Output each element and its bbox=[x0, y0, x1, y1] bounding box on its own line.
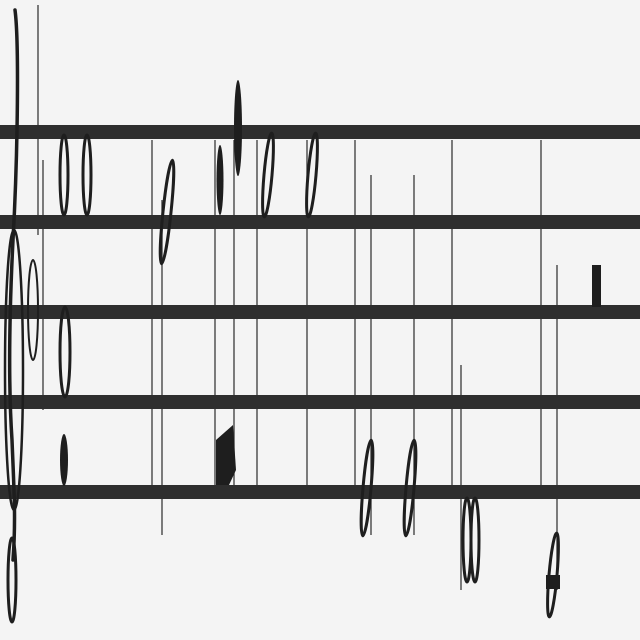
half-note bbox=[158, 158, 176, 266]
notes bbox=[58, 131, 560, 619]
half-note bbox=[359, 438, 375, 538]
clef-upper-stroke bbox=[8, 8, 20, 562]
clef-tail bbox=[6, 536, 18, 624]
quarter-note-slanted bbox=[216, 425, 236, 485]
staff-line-3 bbox=[0, 305, 640, 319]
quarter-note bbox=[216, 145, 224, 215]
quarter-note bbox=[60, 434, 68, 486]
rest-icon bbox=[592, 265, 601, 307]
clef-inner-loop bbox=[27, 259, 39, 361]
staff-line-4 bbox=[0, 395, 640, 409]
half-note bbox=[402, 438, 418, 538]
half-note bbox=[261, 131, 275, 219]
half-note bbox=[58, 133, 70, 217]
clef-loop bbox=[3, 228, 25, 512]
half-note bbox=[81, 133, 93, 217]
small-notehead bbox=[546, 575, 560, 589]
half-note bbox=[58, 305, 72, 399]
staff-line-1 bbox=[0, 125, 640, 139]
staff-line-5 bbox=[0, 485, 640, 499]
filled-notes bbox=[60, 80, 560, 589]
staff-line-2 bbox=[0, 215, 640, 229]
staff bbox=[0, 125, 640, 499]
half-note bbox=[305, 131, 319, 219]
quarter-note bbox=[234, 80, 242, 176]
treble-clef-icon bbox=[3, 8, 39, 624]
half-note bbox=[469, 496, 481, 584]
